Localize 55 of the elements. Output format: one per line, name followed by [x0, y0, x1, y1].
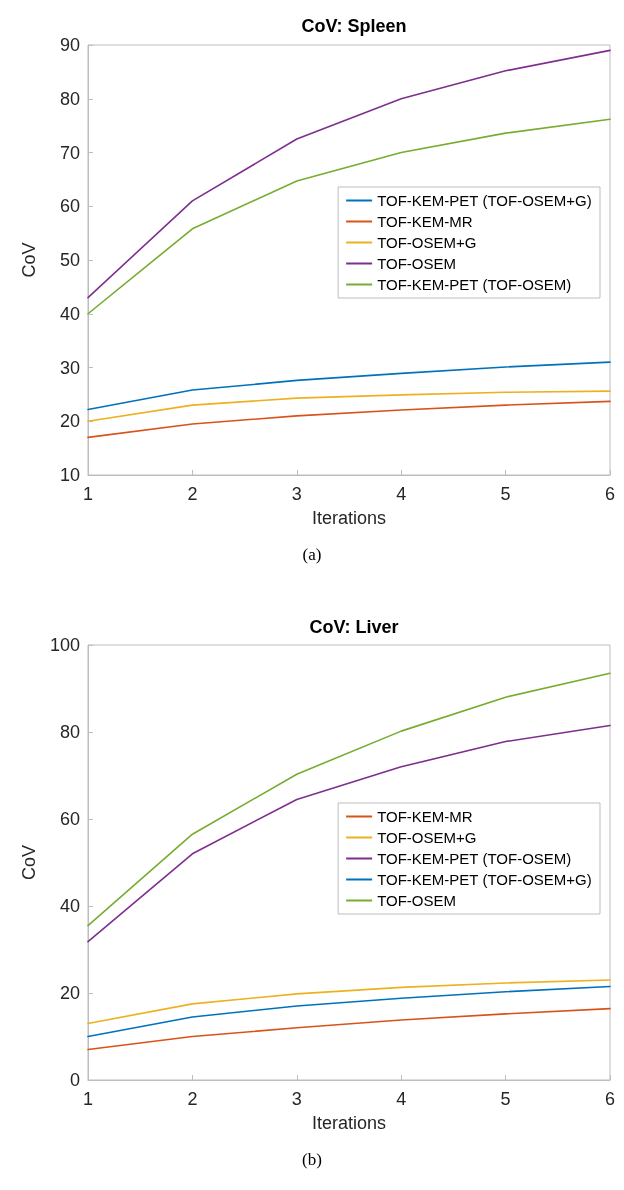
- legend-label: TOF-OSEM+G: [377, 234, 477, 251]
- y-tick-label: 40: [59, 303, 80, 324]
- legend-label: TOF-KEM-PET (TOF-OSEM+G): [377, 871, 592, 888]
- y-tick-label: 0: [69, 1070, 80, 1090]
- line-series: [87, 985, 611, 1038]
- line-series: [87, 672, 611, 927]
- line-series: [87, 49, 611, 299]
- y-tick-label: 80: [59, 88, 80, 109]
- line-series: [87, 390, 611, 423]
- y-tick-label: 10: [59, 465, 80, 485]
- y-tick-label: 80: [59, 722, 80, 742]
- x-tick-label: 6: [604, 484, 616, 504]
- y-tick-label: 60: [59, 196, 80, 217]
- x-tick-label: 6: [604, 1089, 616, 1109]
- line-series: [87, 118, 611, 315]
- chart-title: CoV: Liver: [309, 617, 399, 637]
- legend-label: TOF-KEM-MR: [377, 213, 473, 230]
- x-tick-label: 3: [291, 484, 302, 504]
- line-series: [87, 1007, 611, 1051]
- line-series: [87, 724, 611, 943]
- x-tick-label: 4: [396, 1089, 407, 1109]
- y-tick-label: 40: [59, 896, 80, 916]
- y-axis-title: CoV: [19, 242, 39, 278]
- y-tick-label: 30: [59, 357, 80, 378]
- y-tick-label: 90: [59, 35, 80, 55]
- legend-label: TOF-KEM-PET (TOF-OSEM+G): [377, 192, 592, 209]
- y-tick-label: 60: [59, 809, 80, 829]
- text: (b): [302, 1150, 322, 1169]
- y-tick-label: 70: [59, 142, 80, 163]
- legend-label: TOF-OSEM+G: [377, 829, 477, 846]
- y-tick-label: 50: [59, 250, 80, 270]
- x-axis-title: Iterations: [311, 508, 387, 528]
- x-tick-label: 1: [82, 484, 94, 504]
- x-axis-title: Iterations: [311, 1113, 387, 1133]
- chart-title: CoV: Spleen: [301, 16, 407, 36]
- line-series: [87, 400, 611, 439]
- x-tick-label: 4: [396, 484, 407, 504]
- x-tick-label: 2: [187, 1089, 198, 1109]
- legend-label: TOF-OSEM: [377, 255, 457, 272]
- line-series: [87, 361, 611, 411]
- x-tick-label: 5: [500, 484, 511, 504]
- y-axis-title: CoV: [19, 844, 39, 881]
- text: (a): [302, 545, 322, 564]
- y-tick-label: 20: [59, 983, 80, 1003]
- x-tick-label: 5: [500, 1089, 511, 1109]
- legend-label: TOF-KEM-MR: [377, 808, 473, 825]
- x-tick-label: 2: [187, 484, 198, 504]
- y-tick-label: 100: [49, 635, 80, 655]
- legend-label: TOF-OSEM: [377, 892, 457, 909]
- line-series: [87, 979, 611, 1025]
- legend-label: TOF-KEM-PET (TOF-OSEM): [377, 850, 572, 867]
- y-tick-label: 20: [59, 411, 80, 432]
- x-tick-label: 1: [82, 1089, 94, 1109]
- x-tick-label: 3: [291, 1089, 302, 1109]
- legend-label: TOF-KEM-PET (TOF-OSEM): [377, 276, 572, 293]
